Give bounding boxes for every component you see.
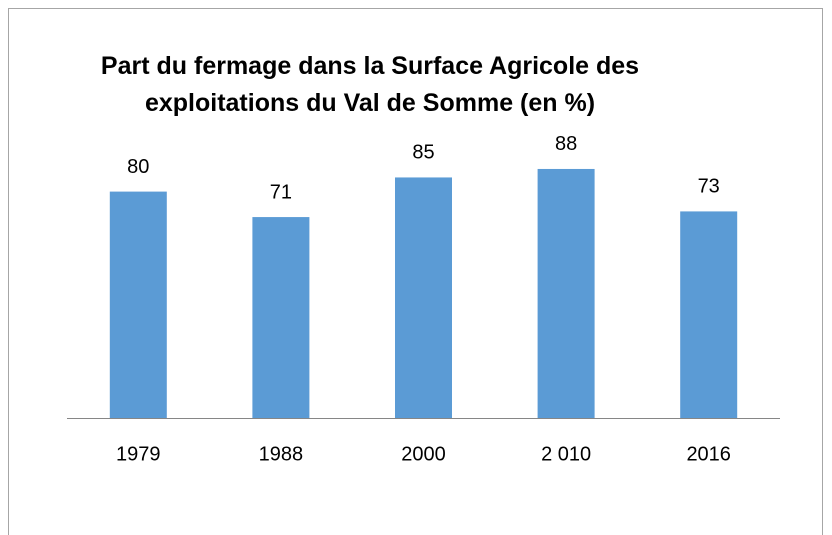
data-label: 71 — [270, 181, 292, 203]
x-tick-label: 1979 — [116, 443, 161, 465]
x-tick-label: 2000 — [401, 443, 446, 465]
chart-title: Part du fermage dans la Surface Agricole… — [100, 52, 640, 117]
data-label: 80 — [127, 156, 149, 178]
data-label: 85 — [412, 142, 434, 164]
x-tick-label: 2 010 — [541, 443, 591, 465]
bar — [537, 168, 595, 418]
x-tick-label: 1988 — [259, 443, 304, 465]
data-label: 73 — [698, 176, 720, 198]
bar — [680, 211, 738, 418]
data-label: 88 — [555, 133, 577, 155]
bar — [395, 177, 452, 418]
bar — [252, 217, 310, 418]
bar — [109, 191, 167, 418]
x-tick-label: 2016 — [686, 443, 731, 465]
